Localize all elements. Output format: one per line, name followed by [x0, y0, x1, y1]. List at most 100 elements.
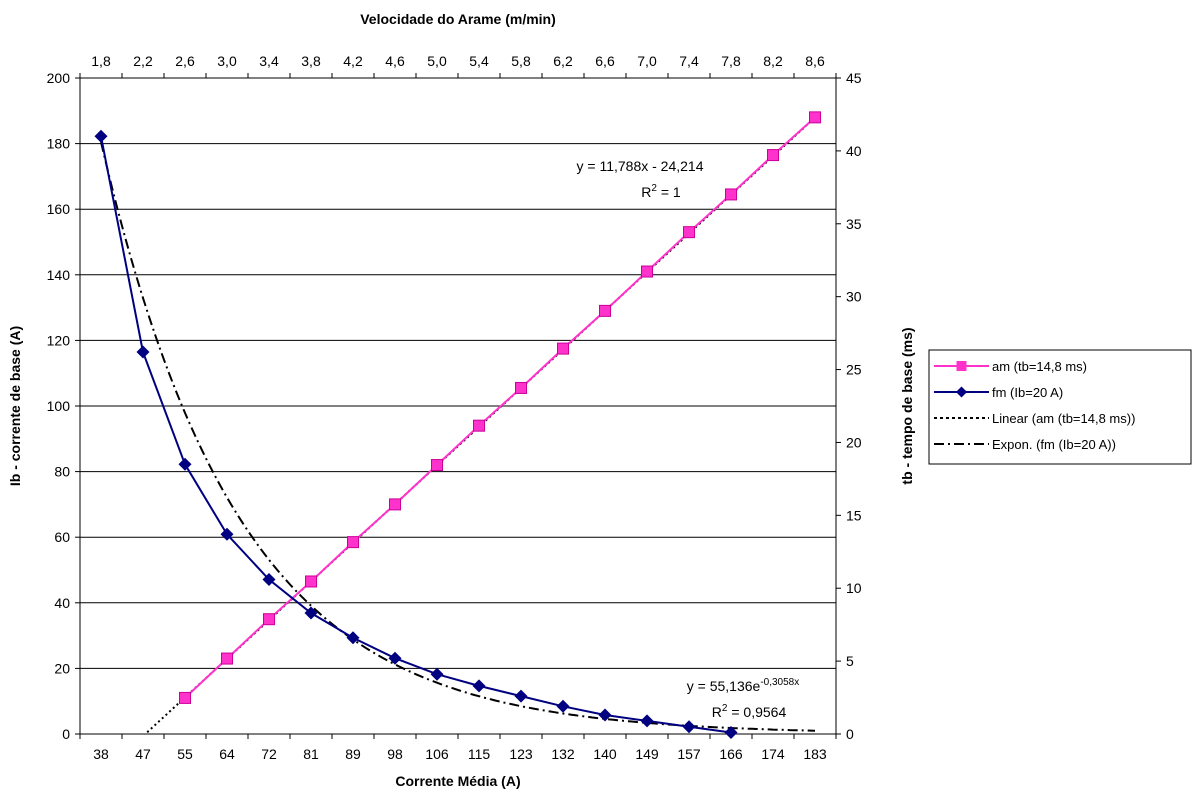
- y-axis-left-title: Ib - corrente de base (A): [7, 326, 23, 486]
- x-bottom-tick-label: 47: [135, 746, 151, 762]
- data-point: [724, 726, 738, 740]
- legend-label: Linear (am (tb=14,8 ms)): [992, 411, 1135, 426]
- axes: 0 20 40 60 80 100 120 140 160 180 200 0 5 10 15 20 25 30 3…: [47, 53, 862, 762]
- x-bottom-tick-label: 98: [387, 746, 403, 762]
- data-point: [389, 498, 401, 511]
- y-right-tick-label: 25: [846, 362, 862, 378]
- x-top-tick-label: 1,8: [91, 53, 111, 69]
- data-point: [557, 342, 569, 355]
- x-top-tick-label: 2,6: [175, 53, 195, 69]
- legend-item: Linear (am (tb=14,8 ms)): [934, 411, 1135, 426]
- x-bottom-tick-label: 183: [803, 746, 827, 762]
- data-point: [556, 699, 570, 713]
- x-top-tick-label: 4,2: [343, 53, 363, 69]
- y-right-tick-label: 35: [846, 216, 862, 232]
- data-point: [473, 419, 485, 432]
- y-right-tick-label: 45: [846, 70, 862, 86]
- x-bottom-tick-label: 123: [509, 746, 533, 762]
- gridlines: [80, 77, 836, 735]
- y-left-tick-label: 80: [54, 464, 70, 480]
- exponential-trendline: [100, 141, 816, 732]
- data-point: [514, 689, 528, 703]
- trendlines: [100, 116, 816, 733]
- x-bottom-tick-label: 89: [345, 746, 361, 762]
- x-top-tick-label: 4,6: [385, 53, 405, 69]
- x-top-tick-label: 8,6: [805, 53, 825, 69]
- data-point: [305, 575, 317, 588]
- y-left-tick-label: 200: [47, 70, 71, 86]
- x-bottom-tick-label: 166: [719, 746, 743, 762]
- exp-equation-base: y = 55,136e: [687, 678, 761, 694]
- x-bottom-tick-label: 157: [677, 746, 701, 762]
- y-left-tick-label: 120: [47, 332, 71, 348]
- data-point: [179, 691, 191, 704]
- y-right-tick-label: 20: [846, 434, 862, 450]
- x-top-tick-label: 7,4: [679, 53, 699, 69]
- data-point: [304, 606, 318, 620]
- x-top-tick-label: 5,8: [511, 53, 531, 69]
- legend-label: fm (Ib=20 A): [992, 385, 1063, 400]
- y-left-tick-label: 140: [47, 267, 71, 283]
- y-right-tick-label: 10: [846, 580, 862, 596]
- data-point: [178, 457, 192, 471]
- y-right-tick-label: 15: [846, 507, 862, 523]
- r2-letter: R: [641, 184, 651, 200]
- linear-trend-equation: y = 11,788x - 24,214 R2 = 1: [577, 158, 704, 200]
- legend-item: am (tb=14,8 ms): [934, 359, 1087, 374]
- legend-item: Expon. (fm (Ib=20 A)): [934, 437, 1116, 452]
- y-right-tick-label: 0: [846, 726, 854, 742]
- y-left-tick-label: 20: [54, 660, 70, 676]
- data-point: [430, 667, 444, 681]
- x-top-tick-label: 7,8: [721, 53, 741, 69]
- x-top-tick-label: 6,6: [595, 53, 615, 69]
- linear-equation-label: y = 11,788x - 24,214: [577, 158, 704, 174]
- series-line: [184, 116, 816, 699]
- x-bottom-tick-label: 64: [219, 746, 235, 762]
- data-point: [682, 720, 696, 734]
- data-point: [220, 527, 234, 541]
- exponential-trend-equation: y = 55,136e-0,3058x R2 = 0,9564: [687, 677, 799, 720]
- x-top-tick-label: 6,2: [553, 53, 573, 69]
- data-point: [262, 572, 276, 586]
- r2-superscript: 2: [651, 183, 657, 194]
- legend: am (tb=14,8 ms) fm (Ib=20 A) Linear (am (t…: [928, 349, 1192, 465]
- legend-label: am (tb=14,8 ms): [992, 359, 1087, 374]
- x-top-tick-label: 7,0: [637, 53, 657, 69]
- x-bottom-tick-label: 106: [425, 746, 449, 762]
- x-bottom-tick-label: 174: [761, 746, 785, 762]
- x-top-tick-label: 2,2: [133, 53, 153, 69]
- data-point: [388, 651, 402, 665]
- y-left-tick-label: 180: [47, 136, 71, 152]
- data-point: [641, 265, 653, 278]
- y-axis-right-title: tb - tempo de base (ms): [899, 327, 915, 484]
- x-bottom-tick-label: 149: [635, 746, 659, 762]
- data-point: [136, 345, 150, 359]
- exponential-equation-label: y = 55,136e-0,3058x: [687, 677, 799, 694]
- data-point: [767, 149, 779, 162]
- data-point: [431, 459, 443, 472]
- legend-item: fm (Ib=20 A): [934, 385, 1063, 400]
- r2-value: = 1: [657, 184, 681, 200]
- data-point: [809, 111, 821, 124]
- x-top-tick-label: 3,8: [301, 53, 321, 69]
- r2-value: = 0,9564: [727, 704, 786, 720]
- exponential-r2-label: R2 = 0,9564: [712, 703, 787, 720]
- y-left-tick-label: 160: [47, 201, 71, 217]
- top-axis-title: Velocidade do Arame (m/min): [360, 11, 556, 27]
- y-left-tick-label: 40: [54, 595, 70, 611]
- x-bottom-tick-label: 55: [177, 746, 193, 762]
- legend-box: [928, 349, 1192, 465]
- x-top-tick-label: 3,0: [217, 53, 237, 69]
- series-fm: [94, 129, 738, 740]
- series-am: [179, 111, 821, 704]
- series-group: [94, 111, 821, 740]
- x-bottom-tick-label: 72: [261, 746, 277, 762]
- x-bottom-tick-label: 81: [303, 746, 319, 762]
- legend-swatch-marker: [956, 361, 967, 371]
- data-point: [725, 188, 737, 201]
- x-top-tick-label: 5,0: [427, 53, 447, 69]
- data-point: [263, 613, 275, 626]
- r2-letter: R: [712, 704, 722, 720]
- data-point: [472, 679, 486, 693]
